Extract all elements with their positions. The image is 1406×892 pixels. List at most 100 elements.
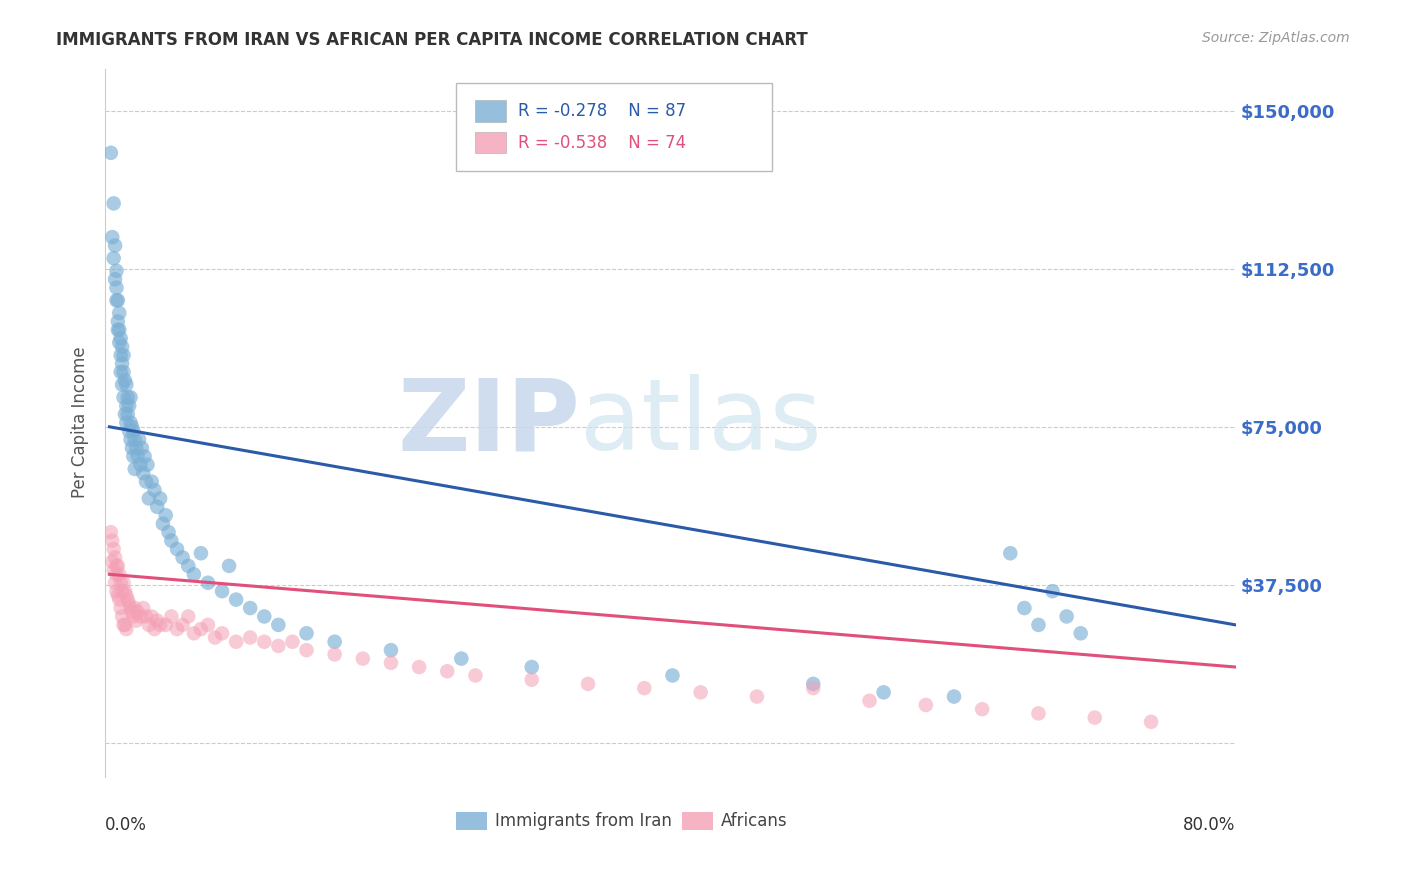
Point <box>380 656 402 670</box>
Point <box>152 516 174 531</box>
Point <box>138 618 160 632</box>
Point <box>114 373 136 387</box>
Point <box>114 407 136 421</box>
Point <box>118 399 141 413</box>
Text: R = -0.538    N = 74: R = -0.538 N = 74 <box>517 134 686 152</box>
Point <box>281 634 304 648</box>
Point <box>129 609 152 624</box>
Point <box>101 555 124 569</box>
Point <box>166 622 188 636</box>
Point <box>122 450 145 464</box>
Point <box>110 331 132 345</box>
Text: ZIP: ZIP <box>396 374 579 471</box>
Point <box>117 407 139 421</box>
Point <box>135 609 157 624</box>
Point <box>114 618 136 632</box>
Point <box>101 230 124 244</box>
Point <box>177 558 200 573</box>
Point <box>125 441 148 455</box>
Point <box>107 588 129 602</box>
Point <box>436 665 458 679</box>
Point <box>103 196 125 211</box>
Point <box>1028 706 1050 721</box>
Point <box>132 601 155 615</box>
Point <box>122 424 145 438</box>
Point <box>120 390 142 404</box>
Point <box>661 668 683 682</box>
Point <box>172 618 194 632</box>
Point <box>160 609 183 624</box>
Point <box>105 584 128 599</box>
Point <box>225 634 247 648</box>
Point <box>112 348 135 362</box>
Point <box>267 618 290 632</box>
Point <box>166 541 188 556</box>
Point <box>110 348 132 362</box>
Point <box>197 618 219 632</box>
Point <box>124 462 146 476</box>
Text: R = -0.278    N = 87: R = -0.278 N = 87 <box>517 102 686 120</box>
Point <box>157 525 180 540</box>
Point <box>115 622 138 636</box>
Point <box>100 525 122 540</box>
Point <box>211 584 233 599</box>
Point <box>408 660 430 674</box>
Point <box>131 441 153 455</box>
Point <box>143 622 166 636</box>
Point <box>117 592 139 607</box>
Point <box>190 622 212 636</box>
FancyBboxPatch shape <box>456 83 772 171</box>
Point <box>101 533 124 548</box>
Point <box>120 433 142 447</box>
Point <box>136 458 159 472</box>
Point <box>1070 626 1092 640</box>
Point <box>103 563 125 577</box>
Point <box>110 601 132 615</box>
Point <box>120 601 142 615</box>
Point <box>107 293 129 308</box>
Point <box>122 609 145 624</box>
Point <box>121 605 143 619</box>
Point <box>107 314 129 328</box>
Point <box>115 588 138 602</box>
Point <box>218 558 240 573</box>
Point <box>143 483 166 497</box>
Point <box>155 508 177 523</box>
Point <box>146 500 169 514</box>
Point <box>108 306 131 320</box>
Point <box>120 416 142 430</box>
Text: 0.0%: 0.0% <box>105 815 148 833</box>
FancyBboxPatch shape <box>475 101 506 121</box>
Point <box>177 609 200 624</box>
Point <box>111 340 134 354</box>
Point <box>105 264 128 278</box>
Point <box>121 441 143 455</box>
Point <box>253 634 276 648</box>
Point <box>801 677 824 691</box>
Point <box>689 685 711 699</box>
Point <box>239 601 262 615</box>
Point <box>253 609 276 624</box>
Point <box>107 323 129 337</box>
Point <box>141 609 163 624</box>
Point <box>155 618 177 632</box>
Point <box>112 575 135 590</box>
Point <box>112 618 135 632</box>
Point <box>450 651 472 665</box>
Point <box>520 673 543 687</box>
Point <box>204 631 226 645</box>
Point <box>108 567 131 582</box>
Point <box>1028 618 1050 632</box>
Text: atlas: atlas <box>579 374 821 471</box>
Point <box>135 475 157 489</box>
Point <box>138 491 160 506</box>
Point <box>1140 714 1163 729</box>
Point <box>111 584 134 599</box>
Point <box>1084 711 1107 725</box>
Point <box>633 681 655 695</box>
Point <box>149 491 172 506</box>
Point <box>111 377 134 392</box>
Point <box>104 550 127 565</box>
Point <box>103 251 125 265</box>
Point <box>129 458 152 472</box>
